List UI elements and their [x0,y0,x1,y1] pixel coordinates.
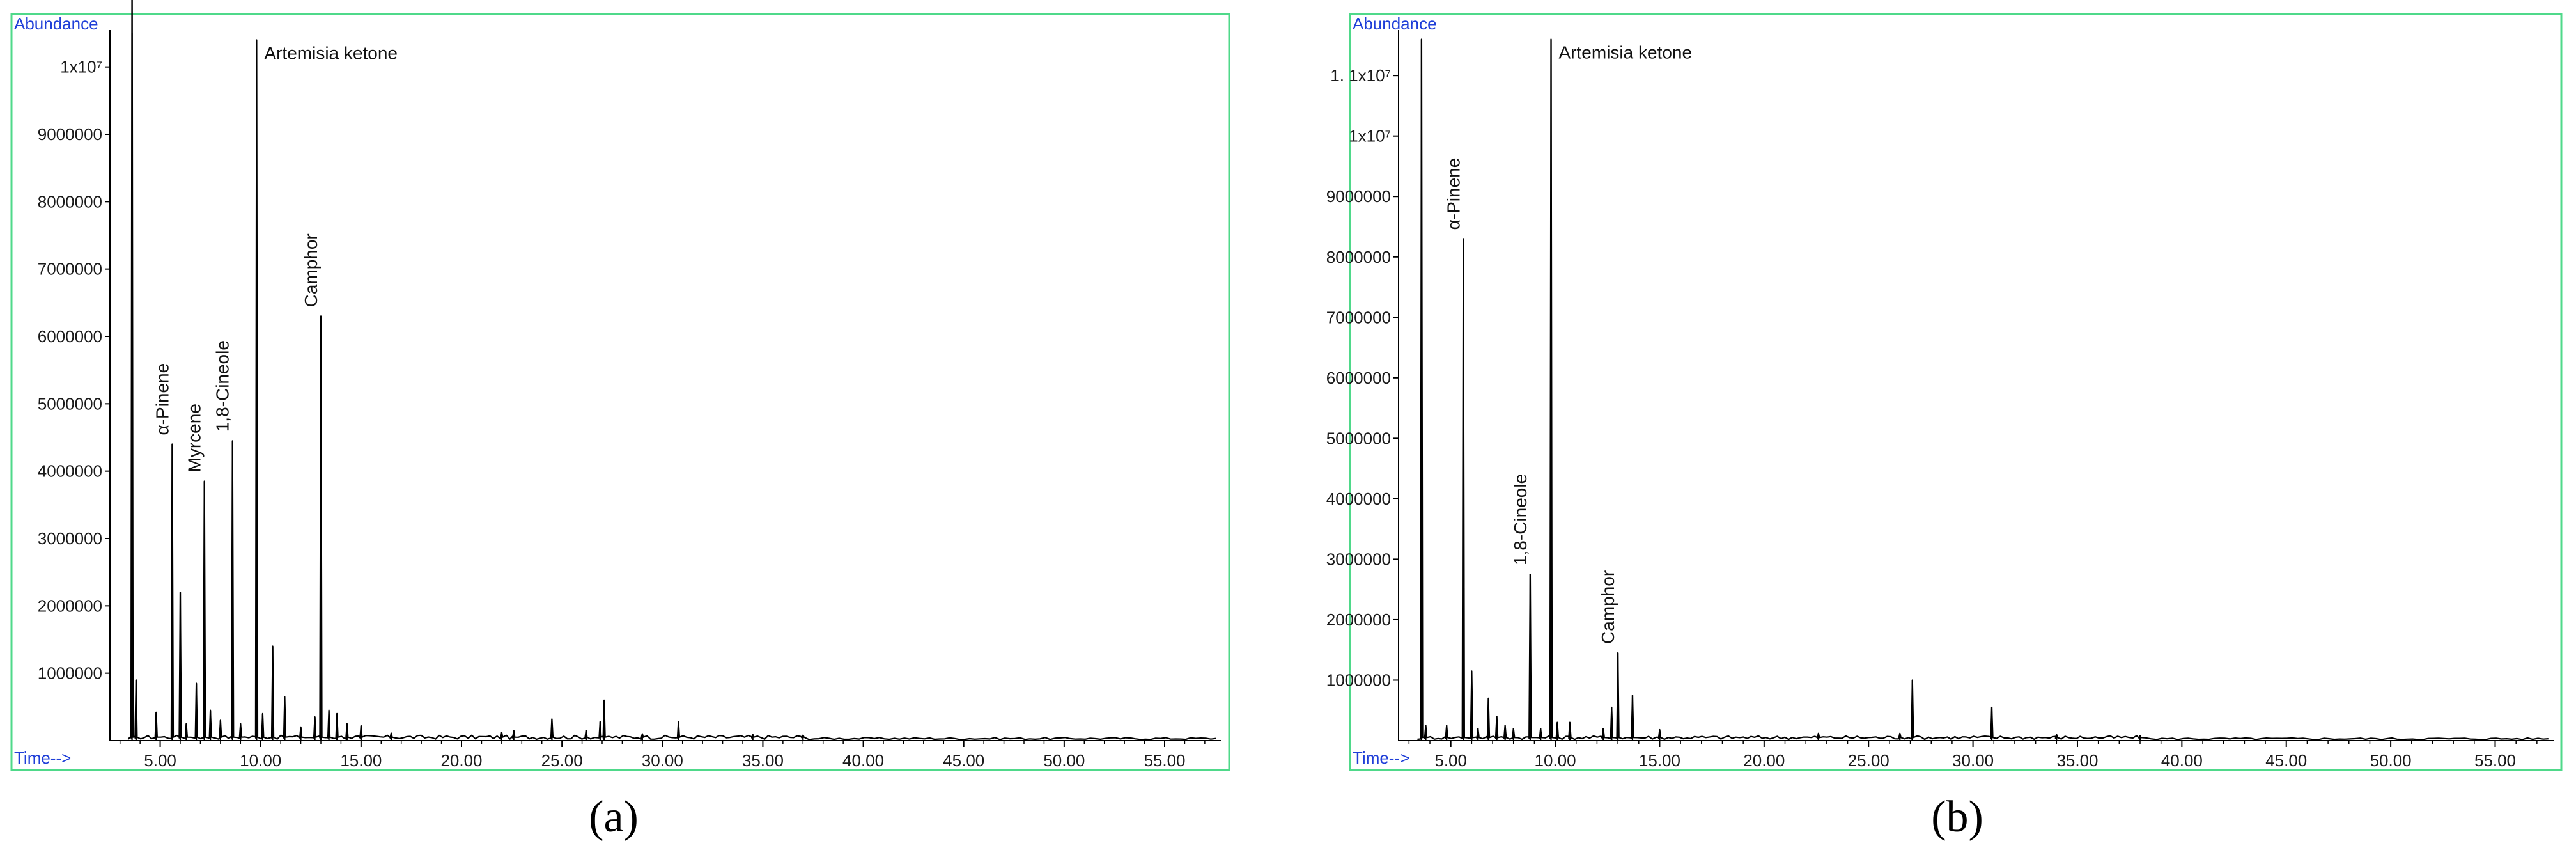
peak-label: 1,8-Cineole [1510,474,1530,565]
y-tick-label: 9000000 [1326,187,1391,206]
y-tick-label: 8000000 [1326,248,1391,267]
y-axis-title: Abundance [14,14,98,33]
x-tick-label: 30.00 [642,751,683,770]
y-tick-label: 2000000 [1326,610,1391,629]
y-tick-label: 1000000 [38,664,102,683]
y-tick-label: 1000000 [1326,670,1391,689]
y-tick-label: 1x10⁷ [60,58,102,77]
chart-panel-a: Abundance Time--> 1000000 2000000 3000000 400… [10,0,1230,842]
peak-label: α-Pinene [1443,158,1463,230]
plot-frame [10,13,1230,771]
y-tick-label: 6000000 [1326,368,1391,388]
x-tick-label: 50.00 [1043,751,1085,770]
y-tick-label: 7000000 [1326,308,1391,327]
peak-label: α-Pinene [152,363,172,436]
x-tick-label: 55.00 [1144,751,1185,770]
y-tick-label: 7000000 [38,260,102,279]
y-axis-title: Abundance [1353,14,1437,33]
x-tick-label: 40.00 [2161,751,2203,770]
x-tick-label: 35.00 [2056,751,2098,770]
x-tick-label: 20.00 [1743,751,1785,770]
y-tick-label: 4000000 [38,462,102,481]
panel-caption: (b) [1931,792,1983,842]
x-axis-title: Time--> [14,748,71,767]
x-tick-label: 35.00 [742,751,784,770]
y-tick-label: 6000000 [38,327,102,346]
x-axis-title: Time--> [1353,748,1409,767]
x-tick-label: 5.00 [1434,751,1467,770]
x-tick-label: 15.00 [1639,751,1680,770]
y-tick-label: 8000000 [38,192,102,211]
plot-frame [1349,13,2563,771]
x-tick-label: 15.00 [340,751,382,770]
x-tick-label: 45.00 [943,751,984,770]
x-tick-label: 40.00 [842,751,884,770]
y-tick-label: 1. 1x10⁷ [1330,66,1391,85]
y-tick-label: 3000000 [38,529,102,548]
x-tick-label: 25.00 [541,751,583,770]
y-tick-label: 9000000 [38,125,102,144]
peak-label: Artemisia ketone [1559,42,1693,62]
panel-caption: (a) [589,792,639,842]
peak-label: Camphor [301,233,321,307]
x-tick-label: 50.00 [2370,751,2412,770]
peak-label: Camphor [1598,570,1618,644]
y-tick-label: 5000000 [1326,428,1391,448]
x-tick-label: 30.00 [1952,751,1994,770]
x-tick-label: 10.00 [1535,751,1576,770]
peak-label: Artemisia ketone [264,43,398,63]
y-tick-label: 1x10⁷ [1349,127,1391,146]
y-tick-label: 2000000 [38,596,102,615]
x-tick-label: 25.00 [1848,751,1889,770]
peak-label: Myrcene [185,404,205,472]
x-tick-label: 20.00 [440,751,482,770]
y-tick-label: 3000000 [1326,549,1391,569]
y-tick-label: 5000000 [38,394,102,413]
y-tick-label: 4000000 [1326,489,1391,508]
x-tick-label: 55.00 [2474,751,2516,770]
x-tick-label: 45.00 [2265,751,2307,770]
peak-label: 1,8-Cineole [213,340,233,432]
chart-panel-b: Abundance Time--> 1000000 2000000 3000000 400… [1326,13,2563,842]
x-tick-label: 5.00 [144,751,176,770]
x-tick-label: 10.00 [240,751,281,770]
